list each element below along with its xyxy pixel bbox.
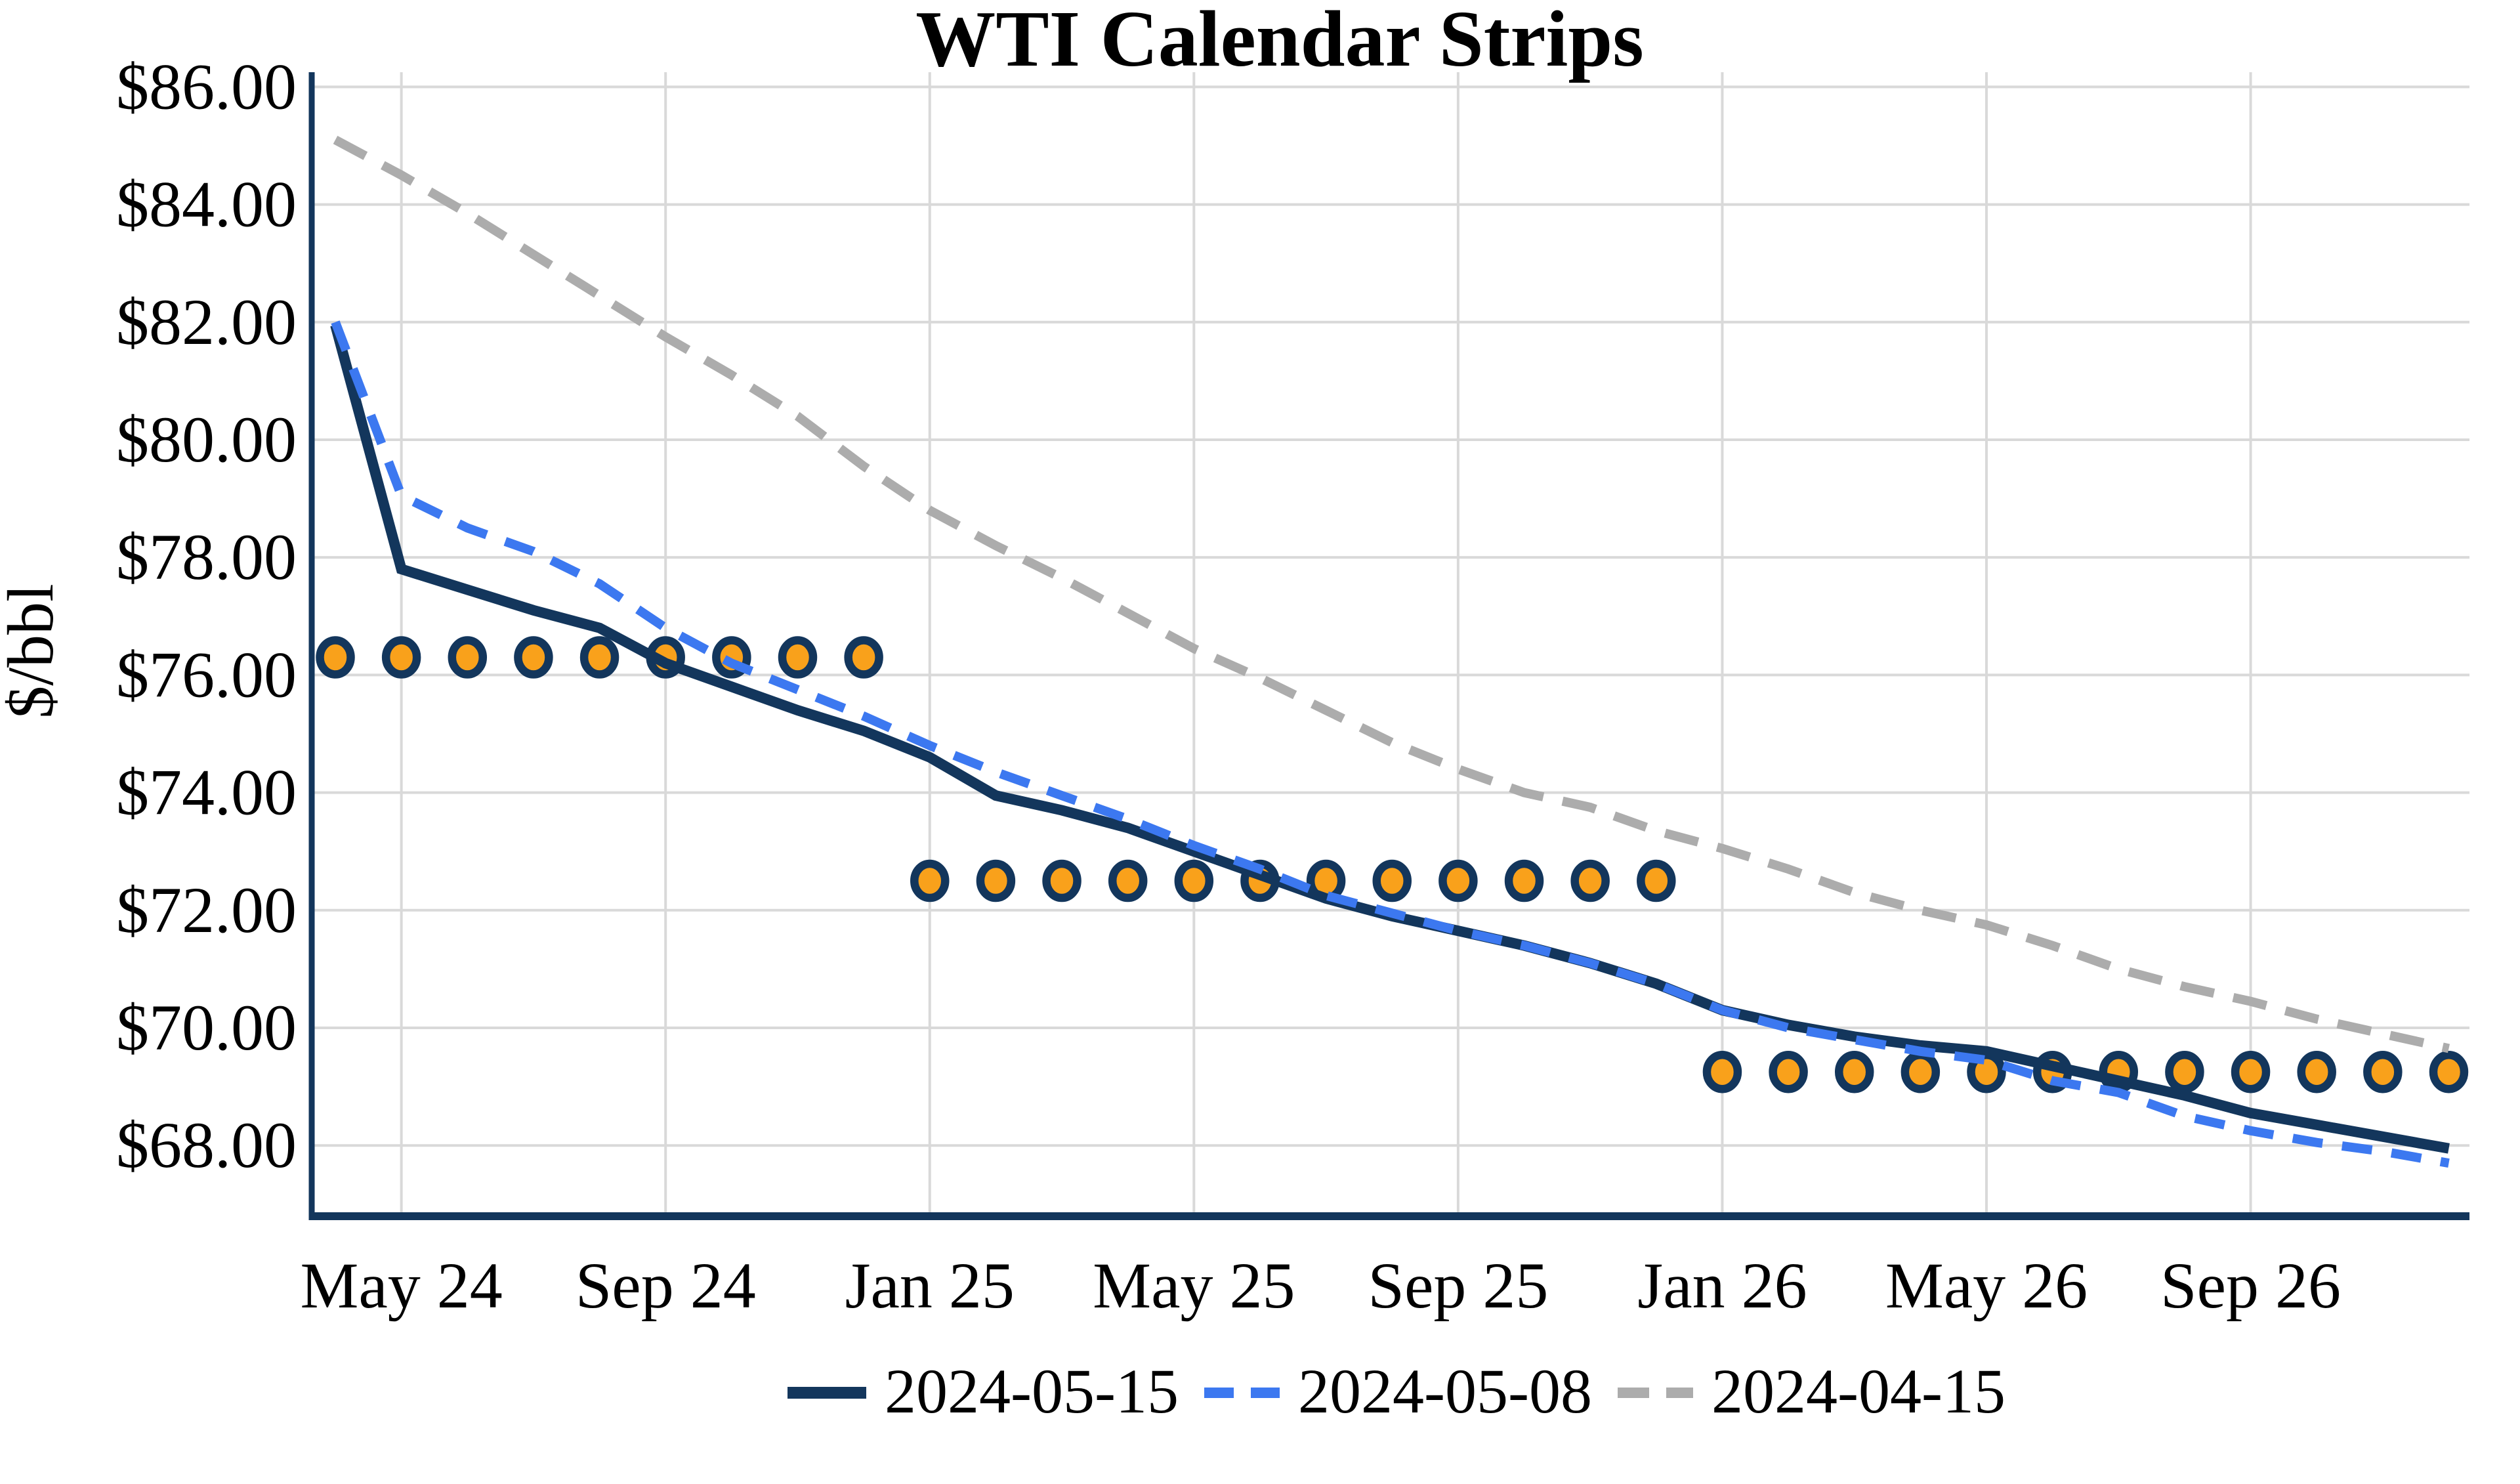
legend: 2024-05-15 2024-05-08 2024-04-15 — [788, 1356, 2006, 1426]
strip-marker — [381, 636, 421, 679]
y-tick-label: $70.00 — [116, 991, 297, 1064]
y-tick-label: $74.00 — [116, 756, 297, 829]
strip-marker — [1637, 859, 1676, 902]
strip-marker — [844, 636, 883, 679]
x-tick-label: May 26 — [1885, 1249, 2088, 1322]
x-tick-label: Jan 25 — [845, 1249, 1015, 1322]
strip-marker — [910, 859, 950, 902]
strip-marker — [1570, 859, 1610, 902]
strip-marker — [1174, 859, 1214, 902]
series-lines — [330, 135, 2450, 1168]
strip-marker — [2165, 1050, 2204, 1093]
legend-label: 2024-05-15 — [885, 1356, 1179, 1426]
strip-marker — [1769, 1050, 1808, 1093]
legend-item-2024-04-15: 2024-04-15 — [1618, 1356, 2006, 1426]
strip-marker — [1900, 1050, 1941, 1093]
y-tick-label: $68.00 — [116, 1109, 297, 1181]
y-tick-label: $80.00 — [116, 403, 297, 476]
y-tick-label: $72.00 — [116, 874, 297, 946]
x-tick-label: Sep 26 — [2160, 1249, 2341, 1322]
series-line-2024-05-08 — [331, 320, 2450, 1168]
strip-marker — [1042, 859, 1082, 902]
series-line-2024-04-15 — [333, 135, 2450, 1053]
y-tick-label: $82.00 — [116, 286, 297, 358]
strip-marker — [514, 636, 553, 679]
strip-marker — [448, 636, 488, 679]
legend-item-2024-05-08: 2024-05-08 — [1204, 1356, 1592, 1426]
y-axis-label: $/bbl — [0, 583, 67, 719]
series-line-2024-05-15 — [330, 324, 2450, 1154]
x-tick-label: Jan 26 — [1637, 1249, 1807, 1322]
strip-marker — [1438, 859, 1478, 902]
y-tick-label: $84.00 — [116, 168, 297, 241]
x-tick-label: Sep 24 — [576, 1249, 756, 1322]
strip-marker — [2429, 1050, 2469, 1093]
strip-marker — [2231, 1050, 2271, 1093]
x-tick-label: May 24 — [300, 1249, 502, 1322]
strip-marker — [778, 636, 818, 679]
y-tick-label: $86.00 — [116, 50, 297, 123]
strip-average-markers — [316, 636, 2469, 1093]
x-tick-label: May 25 — [1093, 1249, 1295, 1322]
y-tick-labels: $86.00 $84.00 $82.00 $80.00 $78.00 $76.00 $74.… — [116, 50, 297, 1181]
legend-item-2024-05-15: 2024-05-15 — [788, 1356, 1179, 1426]
strip-marker — [2297, 1050, 2336, 1093]
y-tick-label: $78.00 — [116, 520, 297, 593]
strip-marker — [579, 636, 620, 679]
strip-marker — [2363, 1050, 2403, 1093]
legend-label: 2024-05-08 — [1298, 1356, 1592, 1426]
legend-label: 2024-04-15 — [1712, 1356, 2006, 1426]
strip-marker — [976, 859, 1016, 902]
chart-title: WTI Calendar Strips — [915, 0, 1644, 83]
strip-marker — [1834, 1050, 1874, 1093]
strip-marker — [1372, 859, 1412, 902]
strip-marker — [1108, 859, 1148, 902]
y-tick-label: $76.00 — [116, 638, 297, 711]
axes-spines — [308, 72, 2469, 1220]
x-tick-label: Sep 25 — [1368, 1249, 1548, 1322]
strip-marker — [1702, 1050, 1742, 1093]
strip-marker — [316, 636, 355, 679]
x-tick-labels: May 24 Sep 24 Jan 25 May 25 Sep 25 Jan 26 May … — [300, 1249, 2341, 1322]
strip-marker — [1504, 859, 1544, 902]
